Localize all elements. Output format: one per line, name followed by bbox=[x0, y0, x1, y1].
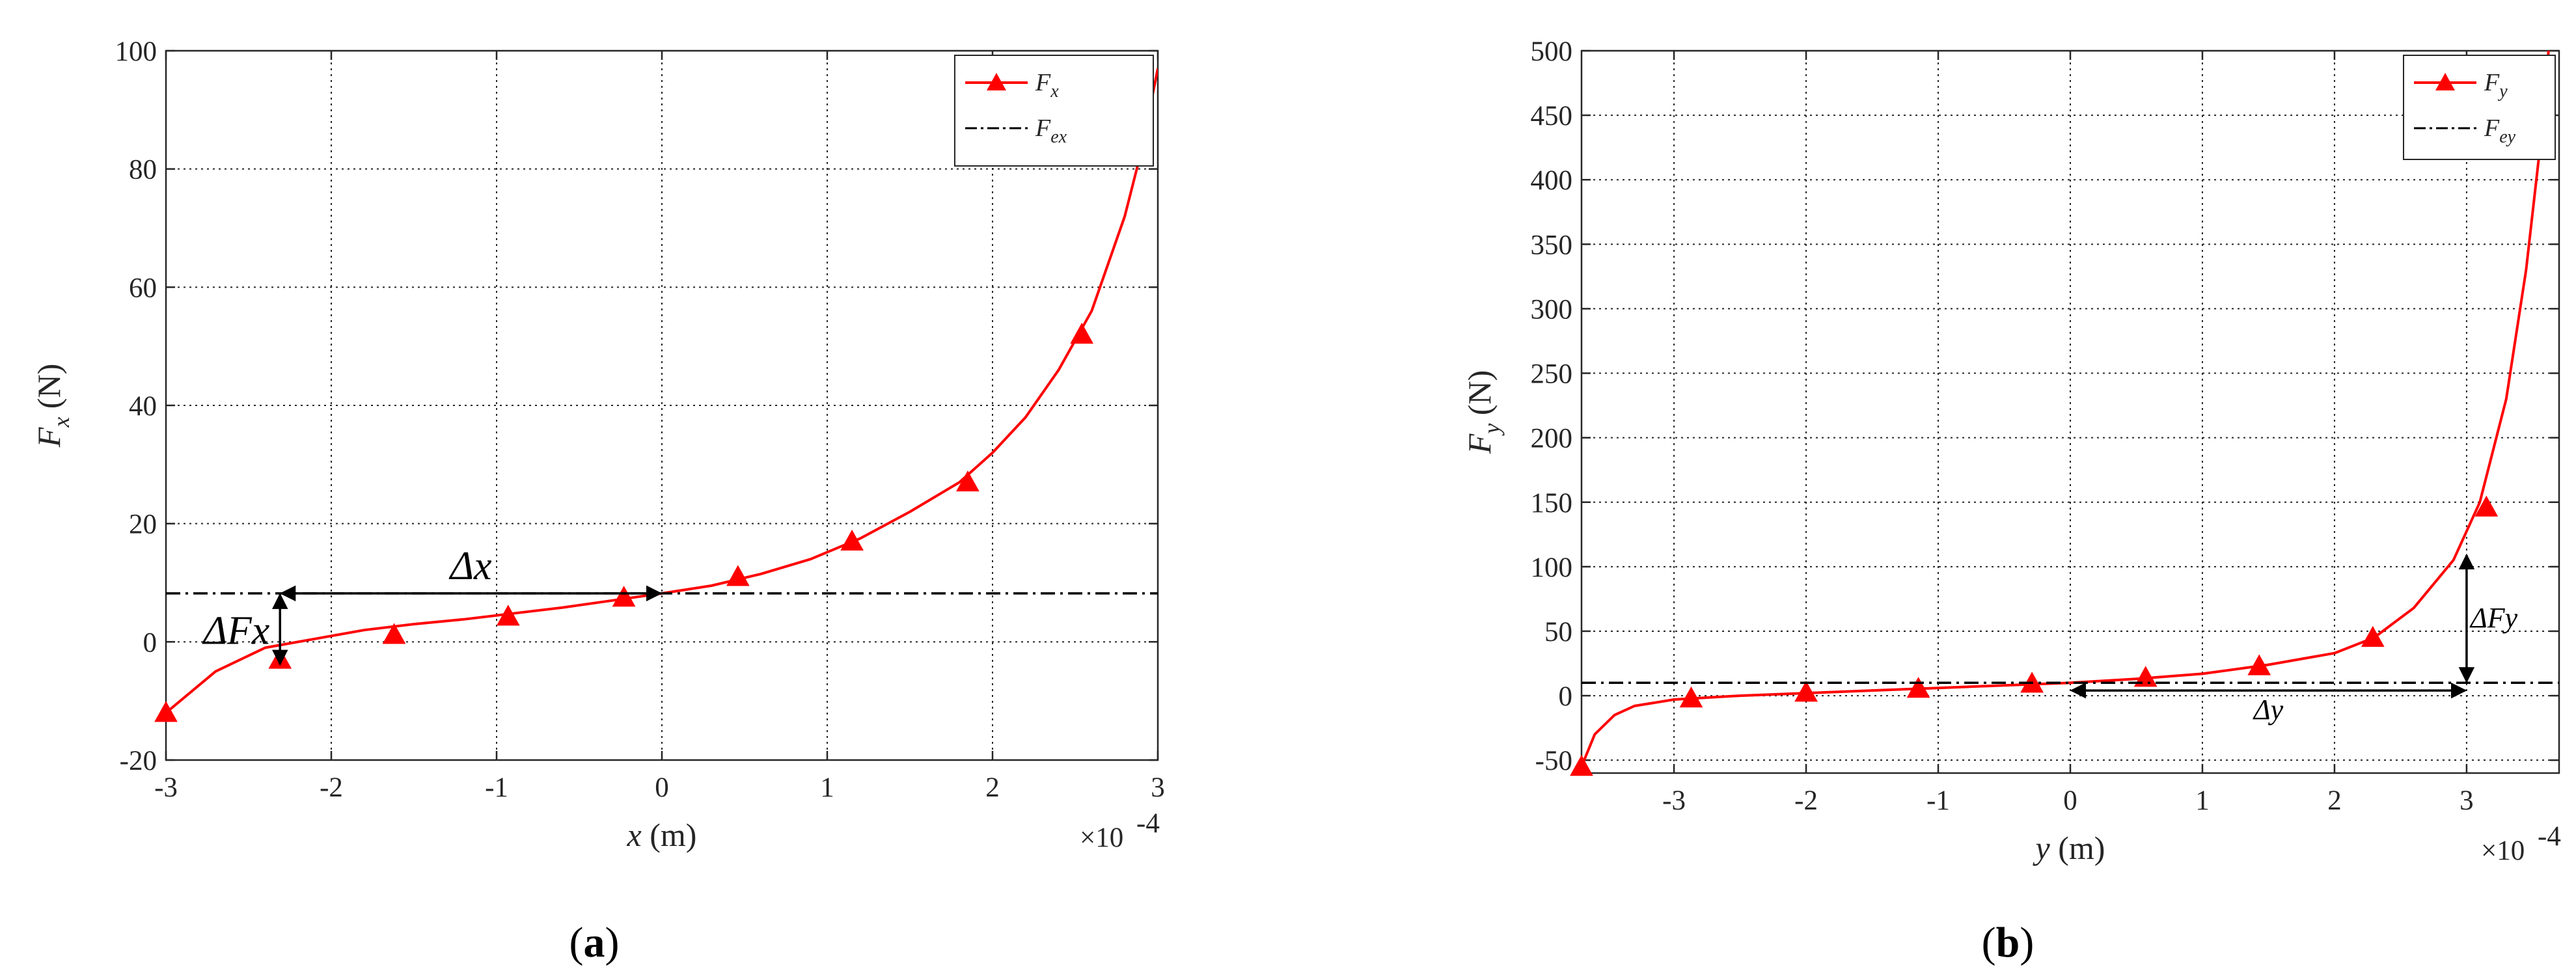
data-marker bbox=[726, 565, 750, 586]
data-marker bbox=[1070, 322, 1094, 344]
data-marker bbox=[840, 529, 864, 551]
panel-label: (a) bbox=[569, 919, 620, 966]
legend-label: Fey bbox=[2484, 115, 2516, 147]
data-marker bbox=[2474, 495, 2499, 517]
data-marker bbox=[1906, 677, 1930, 698]
x-multiplier-exponent: -4 bbox=[2538, 821, 2561, 852]
y-tick-label: 400 bbox=[1531, 165, 1573, 196]
legend-label: Fy bbox=[2484, 69, 2508, 102]
y-tick-label: 300 bbox=[1531, 294, 1573, 325]
annotation-label: Δx bbox=[448, 544, 492, 588]
y-tick-label: 450 bbox=[1531, 101, 1573, 131]
x-multiplier-exponent: -4 bbox=[1136, 808, 1160, 839]
x-tick-label: 0 bbox=[655, 772, 669, 803]
panel-label: (b) bbox=[1982, 919, 2035, 966]
y-tick-label: 200 bbox=[1531, 424, 1573, 454]
y-tick-label: 500 bbox=[1531, 36, 1573, 67]
y-axis-label: Fx (N) bbox=[31, 364, 74, 448]
y-tick-label: 100 bbox=[115, 36, 158, 67]
x-axis-label: y (m) bbox=[2033, 830, 2105, 866]
legend-label: Fx bbox=[1035, 69, 1059, 102]
x-tick-label: 0 bbox=[2063, 785, 2077, 816]
x-tick-label: -2 bbox=[320, 772, 343, 803]
y-tick-label: 80 bbox=[129, 155, 157, 185]
x-tick-label: 1 bbox=[820, 772, 834, 803]
x-multiplier: ×10 bbox=[1080, 823, 1123, 853]
y-tick-label: 150 bbox=[1531, 488, 1573, 519]
legend-box bbox=[2403, 55, 2556, 160]
x-tick-label: -1 bbox=[1926, 785, 1950, 816]
series-line-fy bbox=[1582, 51, 2550, 767]
data-marker bbox=[1794, 681, 1818, 702]
data-marker bbox=[2361, 625, 2385, 647]
legend-label: Fex bbox=[1035, 115, 1067, 147]
data-marker bbox=[2247, 654, 2271, 675]
legend-marker bbox=[987, 73, 1006, 90]
x-tick-label: 1 bbox=[2195, 785, 2210, 816]
y-axis-label: Fy (N) bbox=[1461, 370, 1505, 454]
x-tick-label: -3 bbox=[1662, 785, 1686, 816]
y-tick-label: 350 bbox=[1531, 230, 1573, 260]
chart-panel-b: -3 -2 -1 0 1 2 3 -50 0 50 100 150 200 250 300 350 400 450… bbox=[1461, 36, 2561, 966]
y-tick-label: 40 bbox=[129, 391, 157, 422]
annotation-label: ΔFx bbox=[201, 608, 269, 653]
data-marker bbox=[496, 605, 520, 626]
annotation-label: ΔFy bbox=[2469, 602, 2518, 634]
data-marker bbox=[382, 623, 406, 644]
x-tick-label: 2 bbox=[985, 772, 1000, 803]
chart-panel-a: -3 -2 -1 0 1 2 3 -20 0 20 40 60 80 100 ×10 -4 x (m) Fx (N… bbox=[31, 36, 1165, 966]
x-tick-label: 3 bbox=[2460, 785, 2474, 816]
x-tick-label: 2 bbox=[2327, 785, 2342, 816]
y-tick-label: 20 bbox=[129, 510, 157, 540]
x-multiplier: ×10 bbox=[2481, 836, 2525, 866]
plot-area bbox=[1582, 51, 2559, 773]
y-tick-label: 100 bbox=[1531, 552, 1573, 583]
x-tick-label: -3 bbox=[154, 772, 178, 803]
y-tick-label: 0 bbox=[143, 627, 158, 658]
data-marker bbox=[1679, 687, 1703, 708]
y-tick-label: 0 bbox=[1559, 681, 1573, 712]
legend-box bbox=[954, 55, 1154, 167]
y-tick-label: -20 bbox=[120, 746, 157, 776]
data-marker bbox=[154, 701, 178, 722]
y-tick-label: 50 bbox=[1544, 617, 1572, 647]
legend-marker bbox=[2435, 73, 2455, 90]
y-tick-label: 60 bbox=[129, 273, 157, 303]
y-tick-label: -50 bbox=[1535, 746, 1572, 776]
y-tick-label: 250 bbox=[1531, 359, 1573, 390]
x-tick-label: -2 bbox=[1794, 785, 1818, 816]
x-tick-label: 3 bbox=[1151, 772, 1165, 803]
x-tick-label: -1 bbox=[485, 772, 508, 803]
annotation-label: Δy bbox=[2253, 694, 2284, 726]
x-axis-label: x (m) bbox=[627, 817, 697, 853]
data-marker bbox=[956, 470, 980, 492]
data-marker bbox=[1570, 755, 1593, 776]
